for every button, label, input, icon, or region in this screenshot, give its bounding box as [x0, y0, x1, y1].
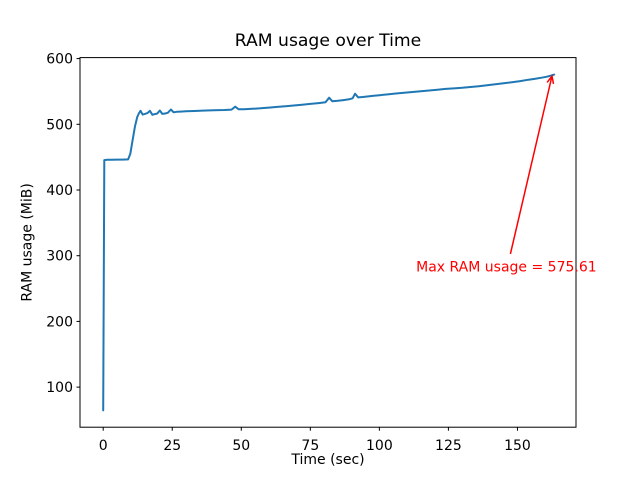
plot-area	[80, 57, 576, 428]
x-axis-label: Time (sec)	[290, 452, 364, 468]
y-tick-label: 600	[46, 52, 73, 68]
axes-spines	[79, 57, 577, 428]
x-axis-ticks: 0 25 50 75 100 125 150	[99, 427, 531, 454]
x-tick-label: 50	[232, 438, 250, 454]
x-tick-label: 150	[504, 438, 531, 454]
y-axis-ticks: 100 200 300 400 500 600	[46, 52, 80, 396]
y-tick-label: 200	[46, 314, 73, 330]
series-group	[102, 73, 556, 412]
y-tick-label: 300	[46, 249, 73, 265]
y-tick-label: 500	[46, 117, 73, 133]
annotation: Max RAM usage = 575.61	[416, 74, 597, 275]
x-tick-label: 25	[163, 438, 181, 454]
x-tick-label: 75	[301, 438, 319, 454]
ram-usage-line	[102, 73, 556, 412]
x-tick-label: 0	[99, 438, 108, 454]
chart-title: RAM usage over Time	[235, 31, 421, 51]
x-tick-label: 125	[435, 438, 462, 454]
x-tick-label: 100	[366, 438, 393, 454]
y-tick-label: 400	[46, 183, 73, 199]
y-tick-label: 100	[46, 380, 73, 396]
annotation-text: Max RAM usage = 575.61	[416, 259, 597, 275]
annotation-arrow	[509, 74, 555, 255]
y-axis-label: RAM usage (MiB)	[20, 183, 36, 301]
